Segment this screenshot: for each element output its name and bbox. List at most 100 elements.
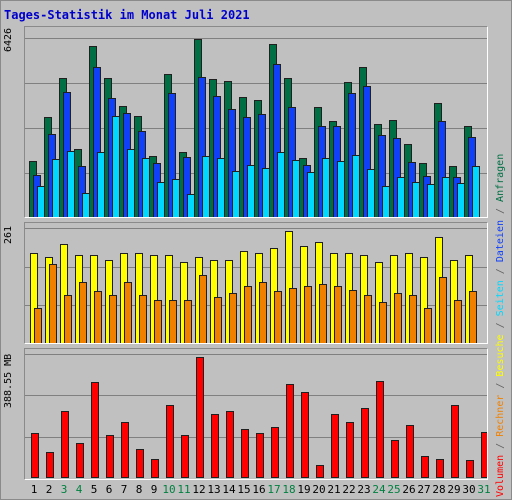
bar-volumen-day-20 — [316, 465, 324, 478]
bar-seiten-day-14 — [232, 171, 240, 218]
x-tick-label: 15 — [237, 483, 251, 496]
bar-volumen-day-21 — [331, 414, 339, 478]
legend-separator: / — [495, 262, 506, 281]
bar-volumen-day-16 — [256, 433, 264, 478]
bar-rechner-day-30 — [469, 291, 477, 344]
x-tick-label: 18 — [282, 483, 296, 496]
bar-volumen-day-5 — [91, 382, 99, 478]
bar-rechner-day-2 — [49, 264, 57, 344]
bar-volumen-day-22 — [346, 422, 354, 478]
bar-volumen-day-17 — [271, 427, 279, 478]
bar-seiten-day-17 — [277, 152, 285, 218]
bar-seiten-day-10 — [172, 179, 180, 218]
bar-seiten-day-29 — [457, 183, 465, 218]
bar-rechner-day-21 — [334, 286, 342, 344]
bar-rechner-day-18 — [289, 288, 297, 344]
x-tick-label: 25 — [387, 483, 401, 496]
bar-volumen-day-31 — [481, 432, 488, 478]
x-tick-label: 27 — [417, 483, 431, 496]
bar-rechner-day-10 — [169, 300, 177, 344]
bar-volumen-day-9 — [151, 459, 159, 478]
x-tick-label: 17 — [267, 483, 281, 496]
bar-seiten-day-28 — [442, 177, 450, 218]
chart-title: Tages-Statistik im Monat Juli 2021 — [4, 8, 250, 22]
bar-volumen-day-2 — [46, 452, 54, 478]
x-tick-label: 5 — [90, 483, 98, 496]
gridline — [24, 395, 488, 396]
x-tick-label: 11 — [177, 483, 191, 496]
bar-rechner-day-3 — [64, 295, 72, 344]
x-tick-label: 8 — [135, 483, 143, 496]
x-tick-label: 30 — [462, 483, 476, 496]
x-tick-label: 6 — [105, 483, 113, 496]
bar-volumen-day-18 — [286, 384, 294, 478]
bar-rechner-day-4 — [79, 282, 87, 344]
bar-volumen-day-7 — [121, 422, 129, 478]
x-tick-label: 4 — [75, 483, 83, 496]
bar-seiten-day-12 — [202, 156, 210, 218]
bar-rechner-day-15 — [244, 286, 252, 344]
bar-rechner-day-12 — [199, 275, 207, 344]
bar-seiten-day-26 — [412, 182, 420, 218]
x-tick-label: 21 — [327, 483, 341, 496]
bar-volumen-day-3 — [61, 411, 69, 478]
legend-rechner: Rechner — [495, 394, 506, 437]
bar-volumen-day-8 — [136, 449, 144, 478]
x-tick-label: 7 — [120, 483, 128, 496]
bar-rechner-day-6 — [109, 295, 117, 344]
bar-seiten-day-13 — [217, 158, 225, 218]
bar-rechner-day-13 — [214, 297, 222, 344]
bar-volumen-day-6 — [106, 435, 114, 478]
bar-seiten-day-30 — [472, 166, 480, 218]
gridline — [24, 228, 488, 229]
x-tick-label: 9 — [150, 483, 158, 496]
bar-seiten-day-4 — [82, 193, 90, 218]
bar-seiten-day-19 — [307, 172, 315, 218]
gridline — [24, 354, 488, 355]
bar-rechner-day-1 — [34, 308, 42, 344]
bar-seiten-day-15 — [247, 165, 255, 218]
x-tick-label: 22 — [342, 483, 356, 496]
top-panel-max-label: 6426 — [3, 27, 14, 52]
x-tick-label: 28 — [432, 483, 446, 496]
x-tick-label: 3 — [60, 483, 68, 496]
x-tick-label: 26 — [402, 483, 416, 496]
x-tick-label: 13 — [207, 483, 221, 496]
x-tick-label: 16 — [252, 483, 266, 496]
x-tick-label: 10 — [162, 483, 176, 496]
bar-rechner-day-28 — [439, 277, 447, 344]
bar-seiten-day-25 — [397, 177, 405, 218]
bar-volumen-day-14 — [226, 411, 234, 478]
bar-seiten-day-18 — [292, 160, 300, 218]
legend-separator: / — [495, 316, 506, 335]
bar-volumen-day-28 — [436, 459, 444, 478]
x-axis-day-labels: 1 2 3 4 5 6 7 8 9 10 11 12 13 14 15 16 17 18 19 20 21 22 23 24 2… — [24, 482, 491, 496]
bar-seiten-day-7 — [127, 149, 135, 218]
middle-panel-max-label: 261 — [3, 225, 14, 244]
bar-volumen-day-1 — [31, 433, 39, 478]
bar-volumen-day-4 — [76, 443, 84, 478]
x-tick-label: 14 — [222, 483, 236, 496]
gridline — [24, 83, 488, 84]
bar-seiten-day-20 — [322, 158, 330, 218]
bar-rechner-day-5 — [94, 291, 102, 344]
x-tick-label: 23 — [357, 483, 371, 496]
bar-seiten-day-8 — [142, 158, 150, 218]
bar-rechner-day-16 — [259, 282, 267, 344]
bar-rechner-day-19 — [304, 286, 312, 344]
bar-rechner-day-27 — [424, 308, 432, 344]
bar-seiten-day-24 — [382, 186, 390, 218]
bar-volumen-day-13 — [211, 414, 219, 478]
bar-rechner-day-20 — [319, 284, 327, 344]
x-tick-label: 20 — [312, 483, 326, 496]
visits-hosts-panel — [24, 222, 488, 344]
bar-rechner-day-22 — [349, 290, 357, 344]
legend-dateien: Dateien — [495, 220, 506, 263]
bar-seiten-day-1 — [37, 186, 45, 218]
bar-rechner-day-23 — [364, 295, 372, 344]
bar-rechner-day-11 — [184, 300, 192, 344]
x-tick-label: 29 — [447, 483, 461, 496]
volume-panel — [24, 348, 488, 480]
legend-seiten: Seiten — [495, 280, 506, 317]
